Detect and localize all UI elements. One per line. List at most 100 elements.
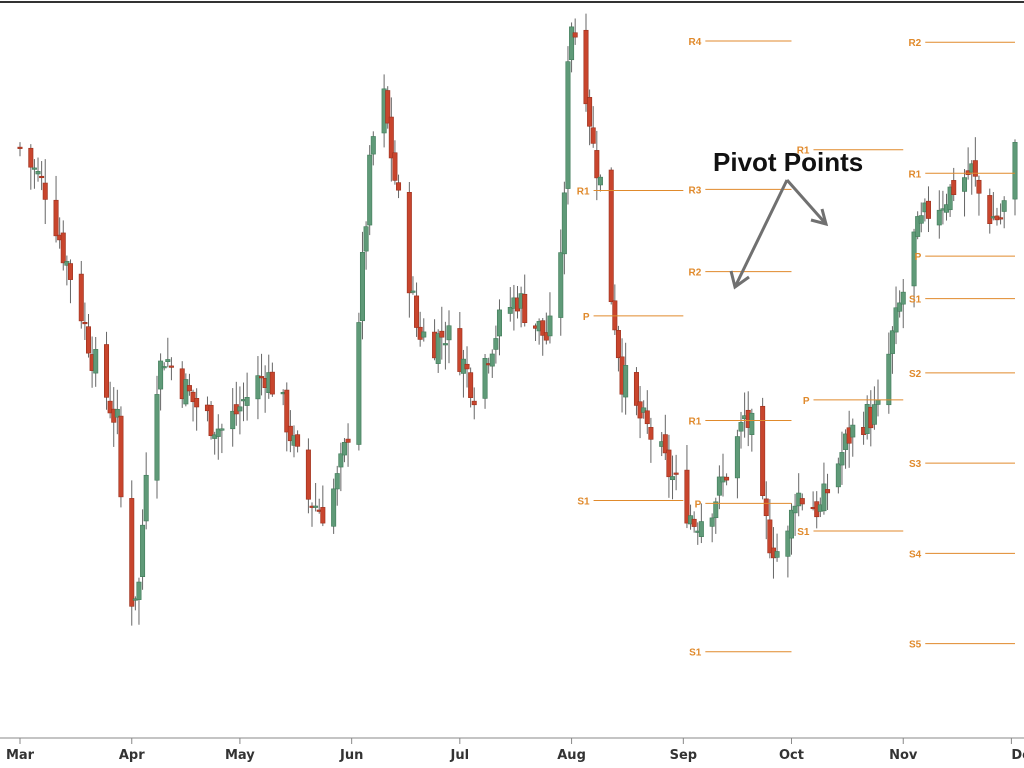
candle-up	[493, 338, 499, 350]
candle-down	[259, 376, 265, 379]
candle-down	[305, 449, 311, 500]
candle-up	[709, 517, 715, 527]
candle-down	[662, 434, 668, 454]
candle-down	[615, 330, 621, 359]
candle-up	[774, 551, 780, 558]
pivot-label: P	[803, 396, 810, 407]
pivot-label: P	[583, 312, 590, 323]
candle-up	[889, 330, 895, 354]
candle-up	[143, 474, 149, 522]
candle-down	[82, 322, 88, 325]
pivot-label: S1	[797, 527, 810, 538]
candle-up	[788, 509, 794, 539]
candle-down	[287, 425, 293, 442]
candle-up	[1001, 200, 1007, 212]
candle-up	[947, 186, 953, 211]
pivot-label: P	[695, 499, 702, 510]
candle-up	[569, 26, 575, 61]
candle-up	[547, 315, 553, 337]
candle-up	[237, 406, 243, 412]
candle-up	[165, 359, 171, 362]
candle-down	[925, 200, 931, 219]
candle-down	[633, 372, 639, 406]
candle-down	[284, 389, 290, 433]
annotation-arrowhead-right	[810, 208, 829, 227]
candle-down	[39, 175, 45, 179]
candle-down	[972, 160, 978, 177]
annotation-arrow-left	[733, 179, 789, 288]
pivot-label: R2	[908, 38, 921, 49]
annotation-arrowhead-left	[729, 270, 750, 290]
pivot-label: R1	[689, 417, 702, 428]
candle-up	[623, 365, 629, 398]
candle-up	[161, 366, 167, 369]
pivot-label: R2	[689, 268, 702, 279]
candle-up	[1012, 142, 1018, 200]
candle-up	[359, 252, 365, 322]
candle-up	[507, 307, 513, 314]
annotation-text: Pivot Points	[713, 147, 863, 177]
candle-up	[367, 154, 373, 226]
candle-up	[215, 428, 221, 437]
candle-up	[35, 171, 41, 175]
candle-down	[392, 152, 398, 181]
candle-up	[93, 349, 99, 374]
candle-down	[951, 180, 957, 195]
candle-down	[684, 469, 690, 524]
candle-down	[799, 498, 805, 505]
candle-up	[670, 476, 676, 481]
candle-down	[540, 320, 546, 336]
candle-down	[594, 150, 600, 179]
candle-down	[608, 169, 614, 303]
candle-up	[331, 488, 337, 527]
candle-down	[583, 29, 589, 105]
pivot-label: S5	[909, 640, 922, 651]
candle-up	[230, 410, 236, 430]
candle-down	[388, 116, 394, 159]
candle-up	[370, 136, 376, 155]
x-tick-label: Sep	[670, 748, 698, 763]
candle-up	[561, 192, 567, 255]
candle-down	[67, 263, 73, 280]
candle-down	[767, 519, 773, 554]
candle-up	[597, 176, 603, 186]
candle-down	[724, 476, 730, 481]
candle-up	[641, 407, 647, 413]
candle-down	[648, 427, 654, 440]
candle-up	[893, 307, 899, 333]
pivot-label: R3	[689, 185, 702, 196]
candle-down	[396, 182, 402, 191]
candle-down	[976, 179, 982, 194]
candle-down	[587, 97, 593, 127]
candle-up	[482, 358, 488, 399]
pivot-label: S2	[909, 369, 922, 380]
candle-down	[965, 170, 971, 175]
candle-up	[442, 343, 448, 346]
candle-up	[821, 483, 827, 512]
candle-up	[918, 215, 924, 224]
candle-up	[716, 476, 722, 496]
candle-up	[792, 505, 798, 514]
candle-down	[987, 195, 993, 224]
pivot-label: R1	[908, 169, 921, 180]
candle-up	[496, 309, 502, 337]
candle-down	[194, 398, 200, 408]
pivot-label: S1	[577, 496, 590, 507]
candle-up	[158, 360, 164, 390]
pivot-label: R4	[689, 37, 702, 48]
x-tick-label: Jul	[450, 748, 470, 763]
candle-up	[875, 399, 881, 405]
candle-down	[543, 332, 549, 341]
candle-down	[78, 273, 84, 322]
candle-up	[900, 291, 906, 305]
candle-up	[446, 325, 452, 341]
candle-down	[590, 127, 596, 144]
candle-down	[572, 32, 578, 38]
x-tick-label: Oct	[779, 748, 804, 763]
pivot-label: S4	[909, 549, 922, 560]
candle-down	[85, 326, 91, 354]
candle-up	[356, 322, 362, 445]
pivot-label: S1	[909, 295, 922, 306]
candle-down	[129, 498, 135, 607]
